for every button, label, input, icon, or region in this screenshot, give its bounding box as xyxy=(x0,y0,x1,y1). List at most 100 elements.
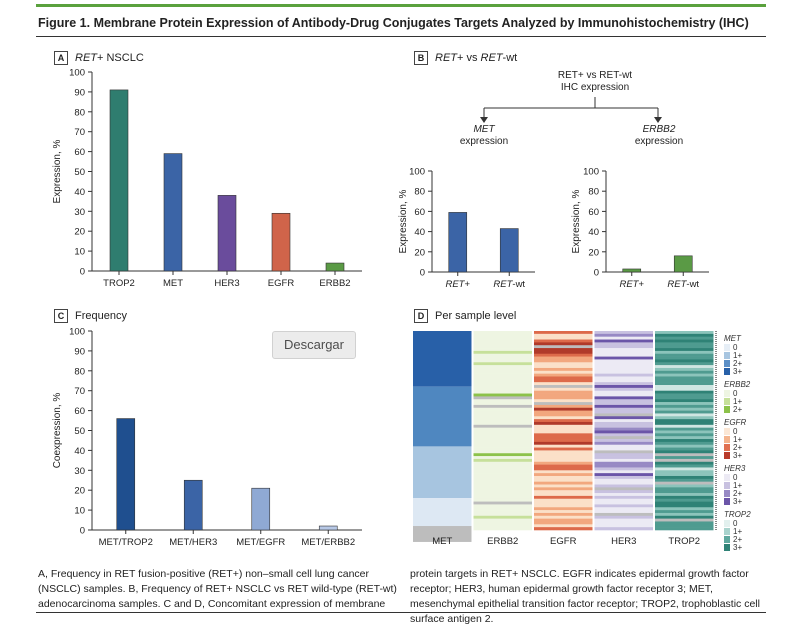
flow-arrow-left-head xyxy=(480,117,488,123)
legend-title: TROP2 xyxy=(724,510,751,519)
heatmap-cell xyxy=(534,461,593,465)
heatmap-cell xyxy=(655,427,714,431)
heatmap-cell xyxy=(594,527,653,531)
legend-item: 2+ xyxy=(724,442,746,452)
heatmap-cell xyxy=(594,450,653,454)
heatmap-cell xyxy=(655,399,714,403)
heatmap-cell xyxy=(594,504,653,508)
title-divider xyxy=(36,36,766,37)
panel-d-letter: D xyxy=(414,309,428,323)
legend-item: 3+ xyxy=(724,497,745,506)
x-tick-label: HER3 xyxy=(214,278,239,289)
heatmap-cell xyxy=(594,475,653,480)
legend-level-label: 2+ xyxy=(733,442,743,452)
legend-item: 0 xyxy=(724,519,751,528)
heatmap-cell xyxy=(534,495,593,500)
x-tick-label: RET+ xyxy=(445,279,470,290)
heatmap-cell xyxy=(534,521,593,525)
y-axis-title: Expression, % xyxy=(52,139,63,203)
flow-arrows xyxy=(483,97,659,118)
heatmap-cell xyxy=(473,481,532,485)
legend-item: 2+ xyxy=(724,405,750,414)
legend-item: 2+ xyxy=(724,535,751,544)
heatmap-cell xyxy=(534,527,593,531)
heatmap-column-erbb2: ERBB2 xyxy=(473,331,532,547)
heatmap-cell xyxy=(473,498,532,502)
heatmap-cell xyxy=(594,365,653,369)
heatmap-cell xyxy=(655,345,714,349)
legend-swatch xyxy=(724,359,730,367)
heatmap-cell xyxy=(473,515,532,519)
y-axis-title: Expression, % xyxy=(398,189,409,253)
legend-level-label: 1+ xyxy=(733,396,743,406)
heatmap-cell xyxy=(594,484,653,488)
bar-met xyxy=(163,153,183,272)
heatmap-cell xyxy=(594,342,653,346)
heatmap-cell xyxy=(594,490,653,494)
heatmap-cell xyxy=(473,402,532,406)
heatmap-cell xyxy=(534,359,593,363)
heatmap-cell xyxy=(594,331,653,335)
heatmap-cell xyxy=(594,410,653,414)
heatmap-cell xyxy=(655,387,714,391)
heatmap-cell xyxy=(473,430,532,434)
heatmap-cell xyxy=(473,342,532,346)
legend-swatch xyxy=(724,343,730,351)
legend-item: 0 xyxy=(724,427,746,436)
heatmap-cell xyxy=(413,498,472,527)
y-tick-label: 70 xyxy=(74,127,85,138)
heatmap-cell xyxy=(473,376,532,380)
heatmap-cell xyxy=(655,373,714,377)
heatmap-cell xyxy=(594,515,653,519)
heatmap-cell xyxy=(534,350,593,355)
legend-level-label: 0 xyxy=(733,388,738,398)
heatmap-cell xyxy=(655,475,714,480)
heatmap-cell xyxy=(473,382,532,386)
heatmap-cell xyxy=(534,407,593,411)
legend-level-label: 3+ xyxy=(733,542,743,552)
heatmap-cell xyxy=(473,447,532,451)
heatmap-cell xyxy=(594,512,653,517)
heatmap-cell xyxy=(655,495,714,500)
legend-swatch xyxy=(724,481,730,489)
legend-group-met: MET 0 1+ 2+ 3+ xyxy=(724,334,742,376)
legend-swatch xyxy=(724,397,730,405)
heatmap-cell xyxy=(655,504,714,508)
heatmap-cell xyxy=(534,356,593,360)
heatmap-cell xyxy=(534,458,593,463)
y-tick-label: 90 xyxy=(74,87,85,98)
heatmap-cell xyxy=(594,447,653,451)
heatmap-cell xyxy=(534,353,593,357)
heatmap-cell xyxy=(473,413,532,417)
heatmap-cell xyxy=(534,427,593,431)
download-button[interactable]: Descargar xyxy=(272,331,356,359)
heatmap-cell xyxy=(473,356,532,360)
x-tick-label: RET-wt xyxy=(667,279,699,290)
heatmap-cell xyxy=(473,504,532,508)
heatmap-cell xyxy=(413,331,472,387)
heatmap-cell xyxy=(655,359,714,363)
heatmap-cell xyxy=(534,331,593,335)
legend-item: 2+ xyxy=(724,489,745,498)
heatmap-cell xyxy=(594,427,653,431)
heatmap-cell xyxy=(534,478,593,482)
heatmap-cell xyxy=(594,333,653,337)
bar-met-erbb2 xyxy=(318,525,338,531)
heatmap-cell xyxy=(594,507,653,511)
y-tick-label: 60 xyxy=(74,147,85,158)
flow-top-line2: IHC expression xyxy=(560,82,630,93)
heatmap-cell xyxy=(534,515,593,519)
heatmap-cell xyxy=(473,365,532,369)
flow-right-text: expression xyxy=(634,136,684,147)
heatmap-cell xyxy=(655,453,714,457)
legend-swatch xyxy=(724,527,730,535)
y-tick-label: 0 xyxy=(420,268,425,279)
heatmap-cell xyxy=(534,342,593,346)
heatmap-cell xyxy=(534,473,593,477)
heatmap-cell xyxy=(534,481,593,485)
heatmap-cell xyxy=(594,345,653,349)
legend-group-egfr: EGFR 0 1+ 2+ 3+ xyxy=(724,418,746,460)
legend-item: 1+ xyxy=(724,351,742,360)
heatmap-cell xyxy=(594,424,653,428)
legend-item: 3+ xyxy=(724,367,742,376)
